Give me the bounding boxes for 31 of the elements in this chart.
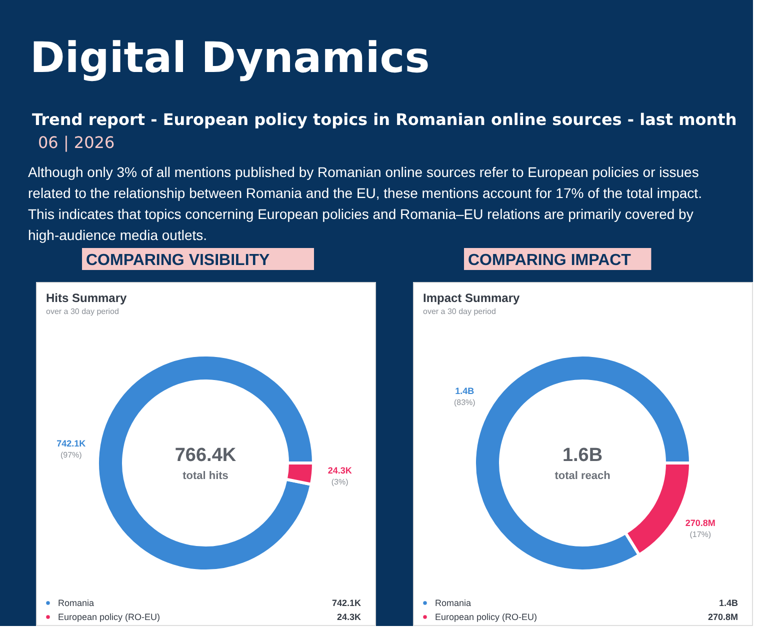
donut-slice: [96, 354, 315, 572]
data-label: 24.3K: [328, 465, 352, 476]
chart-subtitle: over a 30 day period: [46, 307, 119, 316]
text: (17%): [690, 530, 712, 539]
text: (3%): [331, 477, 349, 486]
text: 06 | 2026: [38, 133, 115, 152]
text: 766.4K: [174, 445, 236, 466]
text: 742.1K: [332, 598, 361, 608]
chart-title: Impact Summary: [423, 291, 520, 305]
legend-label: European policy (RO-EU): [435, 612, 538, 622]
data-label: 270.8M: [685, 518, 716, 528]
text: 24.3K: [336, 612, 361, 622]
text: COMPARING VISIBILITY: [86, 252, 270, 269]
text: Although only 3% of all mentions published by Romanian online sources refer to European policies or issues related to the relationship between Romania and the EU, these mentions account for 17% of the total impact. This indicates that topics concerning European policies and Romania–EU relations are primarily covered by high-audience media outlets.: [28, 164, 702, 243]
text: total hits: [182, 470, 228, 482]
data-label: 742.1K: [56, 438, 86, 449]
text: 1.4B: [718, 598, 738, 608]
text: Digital Dynamics: [30, 33, 430, 82]
text: total reach: [554, 470, 611, 482]
text: (97%): [60, 450, 82, 460]
legend-label: Romania: [435, 598, 472, 608]
text: 1.6B: [562, 445, 603, 466]
text: 270.8M: [708, 612, 738, 622]
chart-subtitle: over a 30 day period: [423, 307, 496, 316]
legend-label: European policy (RO-EU): [58, 612, 160, 622]
text: (83%): [454, 398, 476, 408]
text: COMPARING IMPACT: [468, 252, 632, 269]
text: Trend report - European policy topics in Romanian online sources - last month: [32, 110, 737, 129]
chart-title: Hits Summary: [46, 291, 128, 305]
legend-label: Romania: [58, 598, 94, 608]
data-label: 1.4B: [455, 386, 475, 396]
